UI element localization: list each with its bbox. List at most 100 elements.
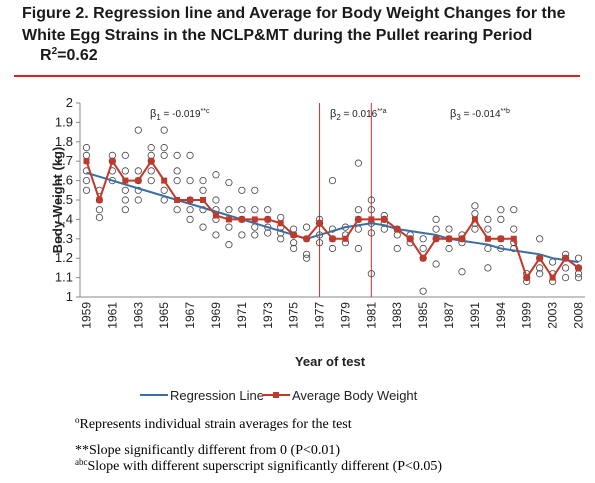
- series-line: [86, 171, 579, 264]
- strain-point: [95, 206, 104, 214]
- strain-point: [186, 177, 194, 185]
- strain-point: [225, 223, 233, 231]
- series-marker: [549, 274, 556, 281]
- strain-point: [445, 244, 453, 253]
- legend-label: Regression Line: [170, 388, 264, 403]
- footnote: oRepresents individual strain averages f…: [75, 415, 352, 432]
- strain-point: [251, 186, 259, 194]
- strain-point: [121, 196, 129, 204]
- series-marker: [433, 235, 440, 242]
- series-marker: [458, 235, 465, 242]
- x-tick-label: 1971: [235, 302, 249, 329]
- strain-point: [121, 206, 129, 214]
- chart-title: Figure 2. Regression line and Average fo…: [22, 5, 566, 22]
- series-marker: [523, 274, 530, 281]
- series-marker: [484, 235, 491, 242]
- strain-point: [419, 235, 427, 243]
- beta-sup: **b: [501, 108, 510, 115]
- beta-sub: 1: [156, 113, 161, 122]
- strain-point: [367, 206, 375, 214]
- series-marker: [225, 216, 232, 223]
- series-marker: [575, 264, 582, 271]
- strain-point: [406, 235, 414, 243]
- y-tick-label: 1.5: [55, 192, 73, 207]
- chart-title: White Egg Strains in the NCLP&MT during …: [22, 27, 532, 44]
- strain-point: [225, 241, 233, 249]
- strain-point: [212, 196, 220, 204]
- series-marker: [407, 235, 414, 242]
- strain-point: [147, 157, 155, 165]
- y-tick-label: 1.1: [55, 270, 73, 285]
- x-tick-label: 1963: [131, 302, 145, 329]
- strain-point: [212, 231, 220, 239]
- series-marker: [446, 235, 453, 242]
- series-marker: [536, 255, 543, 262]
- strain-point: [419, 244, 427, 253]
- strain-point: [561, 264, 570, 272]
- x-tick-label: 1977: [313, 302, 327, 329]
- strain-point: [303, 250, 311, 258]
- strain-point: [225, 178, 233, 187]
- strain-point: [536, 270, 544, 278]
- beta-value: = 0.016: [341, 109, 378, 120]
- strain-point: [574, 273, 583, 282]
- y-axis-label: Body Weight (kg): [50, 147, 65, 254]
- series-marker: [174, 197, 181, 203]
- strain-point: [510, 206, 518, 214]
- y-tick-label: 1: [66, 289, 73, 304]
- strain-point: [108, 157, 116, 165]
- beta-sub: 3: [456, 113, 461, 122]
- strain-point: [497, 206, 505, 214]
- x-axis-label: Year of test: [295, 354, 366, 369]
- strain-point: [95, 213, 104, 222]
- series-marker: [135, 177, 142, 184]
- series-marker: [497, 235, 504, 242]
- strain-point: [225, 206, 233, 214]
- strain-point: [82, 186, 91, 194]
- strain-point: [251, 231, 259, 239]
- strain-point: [134, 196, 142, 204]
- y-tick-label: 1.8: [55, 134, 73, 149]
- footnote-text: Represents individual strain averages fo…: [80, 417, 352, 432]
- strain-point: [419, 287, 427, 295]
- strain-point: [160, 144, 168, 152]
- series-marker: [562, 255, 569, 262]
- strain-point: [238, 231, 246, 239]
- beta-sub: 2: [336, 113, 341, 122]
- series-marker: [96, 197, 103, 203]
- strain-point: [173, 177, 181, 185]
- series-marker: [109, 158, 116, 165]
- y-tick-label: 1.4: [55, 211, 73, 226]
- x-tick-label: 1994: [494, 302, 508, 329]
- strain-point: [510, 225, 518, 233]
- strain-point: [523, 273, 531, 282]
- series-marker: [212, 212, 219, 219]
- strain-point: [186, 206, 194, 214]
- series-marker: [510, 235, 517, 242]
- y-tick-label: 2: [66, 95, 73, 110]
- beta: β: [450, 108, 456, 120]
- series-marker: [471, 216, 478, 223]
- series-marker: [368, 216, 375, 223]
- strain-point: [367, 229, 375, 237]
- series-marker: [303, 235, 310, 242]
- strain-point: [238, 206, 246, 214]
- strain-point: [561, 273, 570, 282]
- strain-point: [561, 254, 570, 262]
- x-tick-label: 1967: [183, 302, 197, 329]
- strain-point: [303, 223, 311, 231]
- strain-point: [199, 223, 207, 231]
- strain-point: [393, 244, 401, 253]
- strain-point: [536, 235, 544, 243]
- strain-point: [277, 235, 285, 243]
- strain-point: [95, 196, 104, 204]
- beta-sup: **c: [201, 108, 210, 115]
- strain-point: [82, 177, 91, 185]
- legend-marker: [273, 392, 279, 398]
- x-tick-label: 1959: [79, 302, 93, 329]
- strain-point: [290, 239, 298, 247]
- strain-point: [367, 196, 375, 204]
- strain-point: [160, 151, 168, 159]
- x-tick-label: 2003: [546, 302, 560, 329]
